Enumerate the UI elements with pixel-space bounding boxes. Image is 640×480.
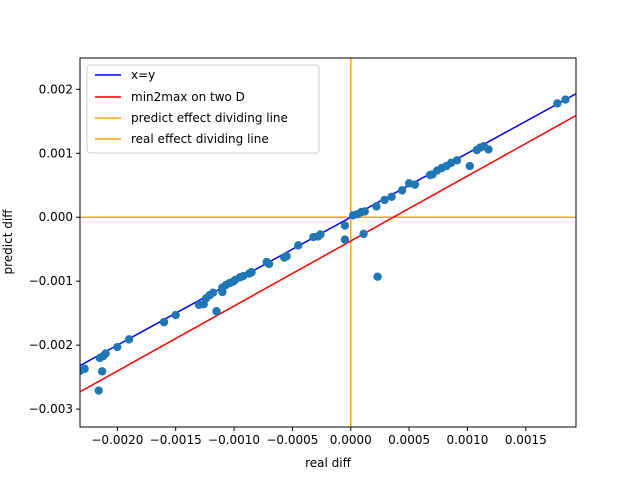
- plot-frame: [79, 57, 577, 428]
- scatter-point: [553, 99, 562, 108]
- x-tick-label: −0.0015: [150, 433, 202, 447]
- y-tick-label: 0.000: [39, 210, 73, 224]
- y-axis-ticks: −0.003 −0.002 −0.001 0.000 0.001 0.002: [29, 82, 80, 416]
- scatter-point: [561, 95, 570, 104]
- scatter-point: [359, 229, 368, 239]
- x-tick-label: 0.0005: [388, 433, 430, 447]
- x-axis-ticks: −0.0020 −0.0015 −0.0010 −0.0005 0.0000 0.0005…: [91, 427, 547, 447]
- scatter-point: [380, 195, 389, 205]
- scatter-point: [101, 349, 110, 358]
- scatter-point: [97, 367, 107, 376]
- scatter-point: [159, 317, 169, 327]
- scatter-point: [294, 241, 303, 250]
- scatter-point: [80, 364, 89, 374]
- scatter-point: [208, 288, 218, 297]
- y-tick-label: −0.002: [29, 338, 73, 352]
- scatter-point: [212, 307, 221, 316]
- scatter-point: [387, 192, 396, 201]
- legend-label-predict-dividing: predict effect dividing line: [131, 111, 288, 125]
- legend: x=y min2max on two D predict effect divi…: [86, 64, 320, 154]
- scatter-point: [113, 342, 122, 352]
- x-tick-label: 0.0015: [505, 433, 547, 447]
- scatter-point: [484, 145, 493, 154]
- scatter-point: [360, 207, 369, 216]
- scatter-point: [465, 161, 474, 171]
- x-tick-label: 0.0000: [330, 433, 372, 447]
- scatter-point: [410, 180, 420, 189]
- x-tick-label: −0.0020: [91, 433, 143, 447]
- x-tick-label: 0.0010: [446, 433, 488, 447]
- scatter-point: [282, 252, 291, 261]
- legend-box: [86, 64, 320, 154]
- scatter-point: [373, 272, 382, 281]
- scatter-point: [316, 230, 325, 239]
- y-tick-label: −0.001: [29, 274, 73, 288]
- legend-label-min2max: min2max on two D: [131, 90, 245, 104]
- scatter-point: [397, 186, 407, 195]
- x-tick-label: −0.0005: [266, 433, 318, 447]
- scatter-point: [264, 259, 274, 269]
- scatter-point: [340, 221, 350, 230]
- y-tick-label: 0.002: [39, 82, 73, 96]
- scatter-point: [171, 310, 180, 320]
- x-axis-title: real diff: [305, 456, 352, 470]
- scatter-point: [452, 156, 462, 165]
- scatter-point: [340, 235, 350, 244]
- y-axis-title: predict diff: [1, 209, 15, 275]
- scatter-point: [124, 335, 134, 344]
- scatter-points: [80, 95, 570, 395]
- scatter-point: [94, 386, 103, 395]
- legend-label-x-equals-y: x=y: [131, 68, 155, 82]
- x-tick-label: −0.0010: [208, 433, 260, 447]
- scatter-point: [247, 268, 256, 277]
- y-tick-label: 0.001: [39, 146, 73, 160]
- series-line-min2max-on-two-d: [80, 114, 576, 393]
- y-tick-label: −0.003: [29, 402, 73, 416]
- legend-label-real-dividing: real effect dividing line: [131, 132, 269, 146]
- scatter-point: [372, 202, 381, 211]
